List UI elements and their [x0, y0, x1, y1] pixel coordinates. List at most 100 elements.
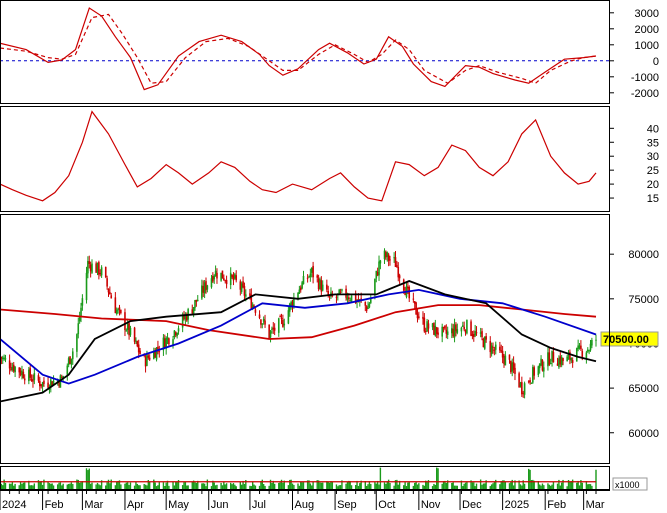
candle-body — [148, 357, 151, 360]
candle-body — [423, 317, 426, 332]
candle-body — [485, 336, 487, 340]
candle-body — [442, 326, 445, 328]
candle-body — [99, 272, 102, 274]
candle-body — [540, 358, 542, 366]
candle-body — [433, 322, 435, 335]
candle-body — [85, 272, 88, 301]
volume-bar — [240, 484, 243, 490]
candle-body — [551, 350, 553, 362]
volume-bar — [216, 484, 218, 490]
volume-bar — [280, 479, 283, 490]
candle-body — [18, 367, 21, 373]
volume-bar — [39, 481, 41, 490]
candle-body — [231, 274, 233, 277]
volume-bar — [41, 484, 44, 490]
volume-bar — [297, 483, 299, 490]
candle-body — [203, 282, 206, 294]
volume-bar — [85, 468, 88, 490]
candle-body — [0, 356, 3, 359]
volume-bar — [356, 480, 358, 490]
adx-ytick-label: 40 — [647, 123, 659, 135]
candle-body — [434, 325, 437, 336]
candle-body — [588, 350, 590, 352]
candle-body — [385, 251, 387, 258]
candle-body — [455, 324, 457, 332]
volume-bar — [547, 483, 549, 490]
volume-bar — [147, 480, 150, 490]
volume-bar — [317, 480, 320, 490]
volume-bar — [393, 485, 395, 490]
volume-bar — [28, 480, 30, 490]
volume-bar — [404, 482, 406, 490]
candle-body — [76, 334, 78, 352]
volume-bar — [230, 482, 232, 490]
oscillator-ytick-label: -2000 — [631, 88, 659, 100]
volume-bar — [320, 482, 323, 490]
candle-body — [489, 341, 492, 353]
oscillator-ytick-label: 2000 — [635, 24, 659, 36]
volume-bar — [166, 480, 169, 490]
volume-bar — [50, 483, 52, 490]
volume-bar — [186, 485, 188, 490]
candle-body — [511, 362, 514, 372]
volume-bar — [328, 482, 331, 490]
volume-bar — [396, 479, 398, 490]
candle-body — [48, 388, 51, 390]
volume-bar — [14, 483, 16, 490]
volume-bar — [144, 484, 147, 490]
candle-body — [239, 281, 242, 290]
candle-body — [107, 288, 110, 293]
volume-bar — [129, 482, 132, 490]
volume-bar — [100, 480, 103, 490]
volume-bar — [264, 485, 266, 490]
candle-body — [47, 382, 49, 388]
candle-body — [475, 332, 478, 334]
candle-body — [326, 284, 328, 290]
volume-bar — [187, 485, 189, 490]
price-panel: 800007500070000650006000070500.00 — [0, 214, 659, 464]
last-price-box — [600, 331, 659, 347]
volume-bar — [214, 485, 217, 490]
candle-body — [62, 375, 64, 378]
volume-bar — [125, 482, 128, 490]
candle-body — [89, 264, 92, 272]
volume-bar — [322, 482, 324, 490]
candle-body — [163, 338, 166, 349]
volume-bar — [89, 483, 92, 490]
candle-body — [312, 265, 314, 278]
volume-bar — [165, 482, 167, 490]
candle-body — [176, 332, 178, 336]
candle-body — [481, 331, 483, 338]
candle-body — [374, 278, 376, 296]
volume-bar — [521, 485, 523, 490]
candle-body — [110, 295, 113, 299]
candle-body — [172, 339, 174, 346]
candle-body — [23, 378, 26, 381]
volume-bar — [11, 482, 14, 490]
volume-bar — [287, 485, 290, 490]
volume-bar — [338, 485, 340, 490]
volume-bar — [273, 483, 276, 490]
volume-bar — [345, 483, 347, 490]
time-axis-label: 2025 — [505, 499, 529, 511]
candle-body — [28, 369, 30, 382]
volume-bar — [88, 468, 90, 490]
candle-body — [569, 351, 571, 360]
candle-body — [8, 360, 11, 369]
volume-bar — [559, 485, 561, 490]
time-axis-label: Jun — [211, 499, 229, 511]
price-ytick-label: 80000 — [628, 249, 659, 261]
candle-body — [279, 316, 281, 318]
candle-body — [243, 286, 246, 296]
volume-bar — [110, 479, 112, 490]
volume-bar — [114, 485, 117, 490]
volume-bar — [470, 480, 472, 490]
volume-bar — [434, 484, 437, 490]
volume-bar — [251, 481, 254, 490]
candle-body — [387, 254, 390, 261]
volume-bar — [258, 485, 261, 490]
volume-bar — [0, 483, 3, 490]
volume-bar — [98, 484, 100, 490]
oscillator-frame — [0, 0, 610, 104]
candle-body — [69, 356, 71, 364]
